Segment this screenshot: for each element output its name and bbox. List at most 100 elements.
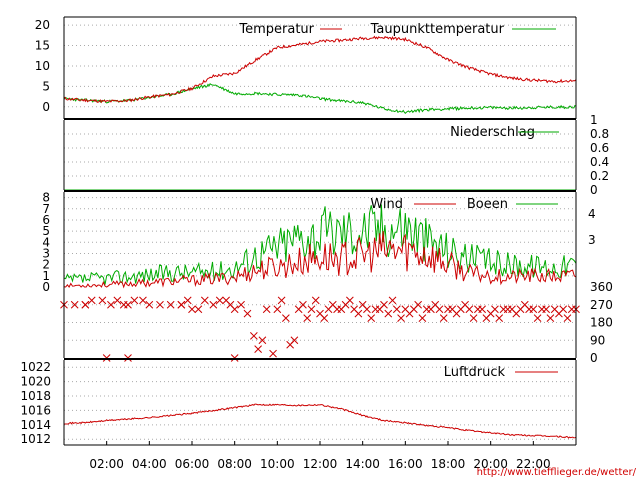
y2-tick-label: 270 bbox=[590, 298, 613, 312]
direction-mark bbox=[529, 305, 538, 314]
direction-mark-stroke bbox=[448, 305, 457, 314]
direction-mark-stroke bbox=[113, 296, 122, 305]
direction-mark bbox=[311, 296, 320, 305]
direction-mark bbox=[533, 314, 542, 323]
y2-tick-label: 0 bbox=[590, 351, 598, 365]
direction-mark bbox=[254, 345, 262, 353]
x-tick-label: 08:00 bbox=[217, 457, 252, 471]
direction-mark bbox=[209, 300, 218, 309]
x-tick-label: 16:00 bbox=[388, 457, 423, 471]
direction-mark bbox=[81, 300, 90, 309]
direction-mark-stroke bbox=[124, 300, 132, 309]
direction-mark bbox=[177, 300, 186, 309]
y-tick-label: 4 bbox=[42, 235, 50, 249]
direction-mark bbox=[299, 300, 307, 309]
y2-tick-label: 360 bbox=[590, 280, 613, 294]
pressure-line bbox=[64, 403, 577, 439]
direction-mark bbox=[418, 314, 427, 323]
direction-mark-stroke bbox=[166, 300, 175, 309]
direction-mark-stroke bbox=[81, 300, 90, 309]
legend-label: Boeen bbox=[467, 197, 508, 212]
direction-mark bbox=[107, 300, 115, 309]
y-tick-label: 2 bbox=[42, 258, 50, 272]
direction-mark-stroke bbox=[290, 336, 299, 345]
y-tick-label: 1018 bbox=[20, 389, 51, 403]
y-tick-label: 5 bbox=[42, 224, 50, 238]
y2-tick-label: 0.2 bbox=[590, 169, 609, 183]
direction-mark bbox=[98, 296, 107, 305]
y-tick-label: 8 bbox=[42, 191, 50, 205]
direction-mark-stroke bbox=[520, 300, 529, 309]
direction-mark-stroke bbox=[563, 314, 572, 323]
x-tick-label: 20:00 bbox=[473, 457, 508, 471]
direction-mark-stroke bbox=[237, 300, 245, 309]
y2-tick-label: 0 bbox=[590, 183, 598, 197]
direction-mark-stroke bbox=[495, 314, 504, 323]
direction-mark-stroke bbox=[350, 305, 358, 314]
direction-mark bbox=[269, 349, 277, 358]
y2-tick-label: 180 bbox=[590, 316, 613, 330]
direction-mark-stroke bbox=[542, 305, 550, 314]
direction-mark bbox=[397, 314, 405, 323]
direction-mark bbox=[250, 332, 258, 340]
wind-line bbox=[63, 231, 577, 289]
direction-mark bbox=[290, 336, 299, 345]
direction-mark-stroke bbox=[177, 300, 186, 309]
y-tick-label: 1022 bbox=[20, 360, 51, 374]
direction-mark bbox=[70, 300, 79, 309]
direction-mark-stroke bbox=[262, 305, 271, 314]
direction-mark bbox=[113, 296, 122, 305]
x-tick-label: 22:00 bbox=[516, 457, 551, 471]
direction-mark-stroke bbox=[508, 305, 516, 314]
direction-mark-stroke bbox=[194, 305, 203, 314]
direction-mark-stroke bbox=[478, 305, 486, 314]
x-tick-label: 02:00 bbox=[89, 457, 124, 471]
direction-mark-stroke bbox=[346, 296, 354, 305]
dewpoint-line bbox=[63, 83, 577, 115]
y-tick-label: 1012 bbox=[20, 432, 51, 446]
direction-mark bbox=[215, 296, 224, 305]
direction-mark-stroke bbox=[311, 296, 320, 305]
y2-tick-label: 90 bbox=[590, 333, 605, 347]
y-tick-label: 1016 bbox=[20, 403, 51, 417]
direction-mark-stroke bbox=[384, 309, 393, 318]
direction-mark-stroke bbox=[98, 296, 107, 305]
panel-frames bbox=[63, 16, 577, 446]
direction-mark-stroke bbox=[491, 305, 499, 314]
direction-mark-stroke bbox=[431, 300, 440, 309]
direction-mark-stroke bbox=[226, 300, 235, 309]
y2-tick-label: 0.6 bbox=[590, 141, 609, 155]
y2-tick-label: 1 bbox=[590, 113, 598, 127]
direction-mark bbox=[414, 300, 422, 309]
y-tick-label: 1 bbox=[42, 269, 50, 283]
direction-mark-stroke bbox=[250, 332, 258, 340]
direction-mark-stroke bbox=[145, 300, 154, 309]
direction-mark bbox=[546, 314, 555, 323]
direction-mark-stroke bbox=[107, 300, 115, 309]
direction-mark-stroke bbox=[461, 300, 469, 309]
direction-mark-stroke bbox=[320, 314, 329, 323]
direction-mark-stroke bbox=[316, 309, 324, 318]
direction-mark bbox=[439, 314, 448, 323]
direction-mark bbox=[183, 296, 192, 305]
direction-mark-stroke bbox=[87, 296, 96, 305]
direction-mark-stroke bbox=[465, 305, 474, 314]
direction-mark-stroke bbox=[559, 305, 568, 314]
direction-mark bbox=[388, 296, 397, 305]
direction-mark-stroke bbox=[188, 305, 196, 314]
direction-mark-stroke bbox=[200, 296, 209, 305]
legend-label: Luftdruck bbox=[444, 365, 506, 380]
source-url: http://www.tiefflieger.de/wetter/ bbox=[477, 467, 637, 478]
legend-label: Niederschlag bbox=[450, 125, 535, 140]
x-tick-label: 06:00 bbox=[175, 457, 210, 471]
y-tick-label: 0 bbox=[42, 100, 50, 114]
direction-mark bbox=[262, 305, 271, 314]
direction-mark-stroke bbox=[435, 305, 444, 314]
x-tick-label: 14:00 bbox=[345, 457, 380, 471]
direction-mark bbox=[354, 309, 363, 318]
direction-mark-stroke bbox=[418, 314, 427, 323]
direction-mark bbox=[139, 296, 147, 305]
y-tick-label: 0 bbox=[42, 280, 50, 294]
direction-mark bbox=[346, 296, 354, 305]
